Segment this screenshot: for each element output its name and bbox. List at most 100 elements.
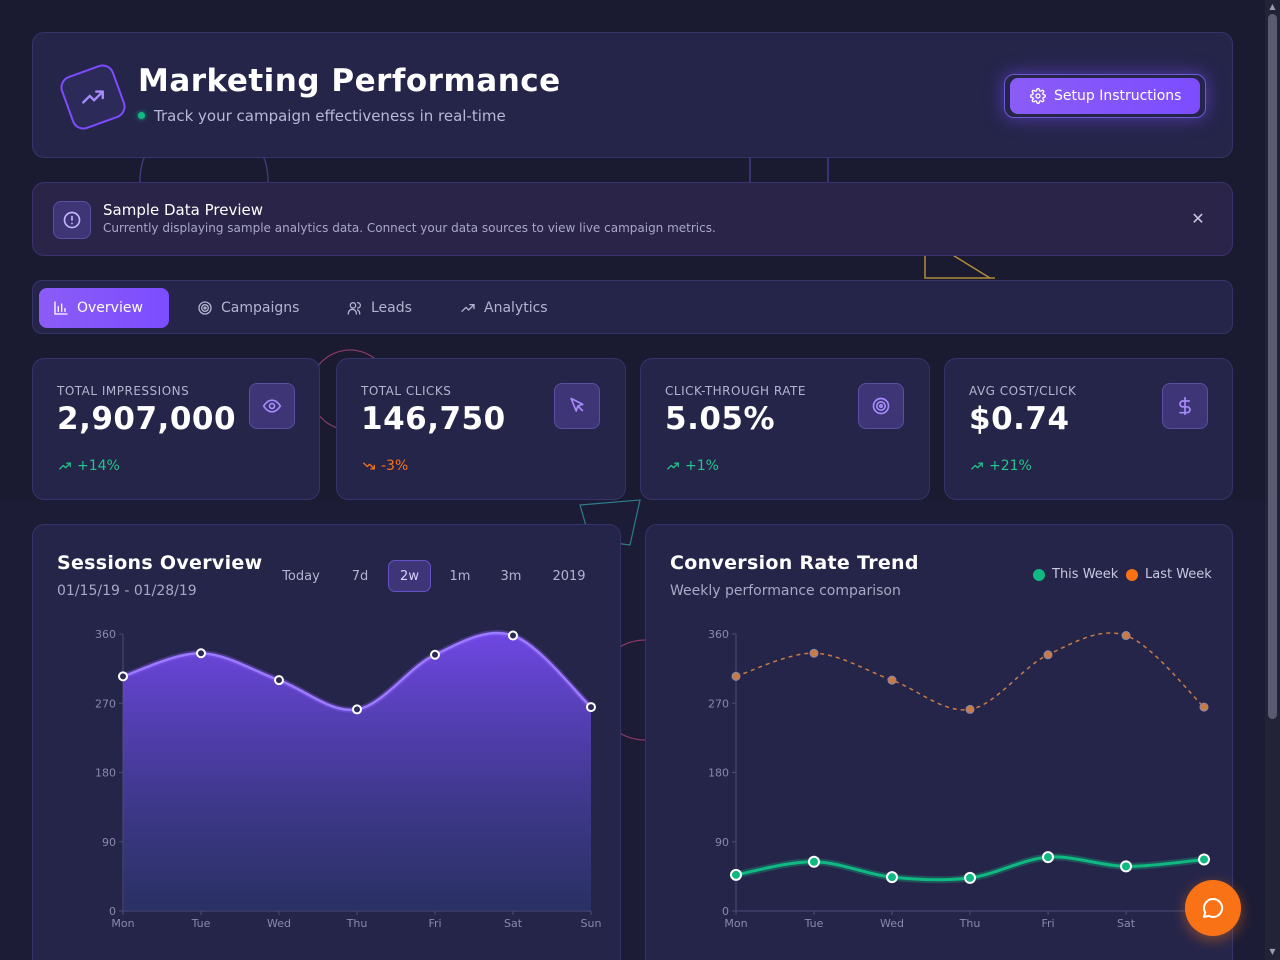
x-tick-label: Sun (581, 917, 602, 930)
y-tick-label: 0 (109, 905, 116, 918)
this-week-point (964, 871, 976, 884)
x-tick-label: Thu (346, 917, 368, 930)
stat-change: +21% (969, 458, 1032, 474)
users-icon (347, 302, 361, 315)
scrollbar-thumb[interactable] (1268, 14, 1277, 719)
tab-overview[interactable]: Overview (39, 288, 169, 328)
setup-instructions-label: Setup Instructions (1054, 88, 1182, 104)
x-tick-label: Mon (724, 917, 747, 930)
x-tick-label: Tue (804, 917, 824, 930)
setup-button-frame: Setup Instructions (1004, 74, 1206, 118)
this-week-point (886, 871, 898, 884)
eye-icon (249, 383, 295, 429)
header-card: Marketing Performance Track your campaig… (32, 32, 1233, 158)
target-icon (858, 383, 904, 429)
sessions-area (123, 633, 591, 911)
stat-change: +1% (665, 458, 719, 474)
live-status-dot (138, 112, 145, 119)
tab-analytics-label: Analytics (484, 300, 548, 316)
x-tick-label: Mon (111, 917, 134, 930)
last-week-point (887, 675, 897, 685)
target-icon (198, 301, 212, 315)
stat-card-cost-per-click: AVG COST/CLICK $0.74 +21% (944, 358, 1233, 500)
logo-icon (57, 61, 129, 133)
stat-value: 2,907,000 (57, 401, 237, 437)
tab-campaigns[interactable]: Campaigns (183, 288, 313, 328)
this-week-point (1042, 851, 1054, 864)
legend-label: Last Week (1145, 567, 1212, 582)
stat-change: -3% (361, 458, 408, 474)
last-week-point (965, 704, 975, 714)
sessions-point (118, 671, 128, 682)
page-subtitle: Track your campaign effectiveness in rea… (154, 107, 506, 125)
stat-card-impressions: TOTAL IMPRESSIONS 2,907,000 +14% (32, 358, 320, 500)
legend-label: This Week (1052, 567, 1119, 582)
range-7d[interactable]: 7d (351, 568, 369, 584)
tab-leads[interactable]: Leads (333, 288, 426, 328)
scroll-down-arrow[interactable]: ▼ (1269, 947, 1276, 956)
close-icon[interactable]: ✕ (1191, 209, 1205, 228)
range-3m[interactable]: 3m (500, 568, 522, 584)
stat-label: TOTAL CLICKS (361, 384, 452, 398)
cursor-icon (554, 383, 600, 429)
y-tick-label: 360 (95, 628, 116, 641)
stat-card-clicks: TOTAL CLICKS 146,750 -3% (336, 358, 626, 500)
last-week-point (809, 648, 819, 658)
chat-button[interactable] (1185, 880, 1241, 936)
sessions-point (352, 704, 362, 715)
sessions-point (274, 675, 284, 686)
gear-icon (1030, 88, 1046, 104)
banner-title: Sample Data Preview (103, 201, 263, 219)
y-tick-label: 90 (715, 836, 729, 849)
range-2019[interactable]: 2019 (552, 568, 586, 584)
sessions-point (586, 702, 596, 713)
page-title: Marketing Performance (138, 63, 561, 99)
x-tick-label: Fri (1041, 917, 1054, 930)
sessions-title: Sessions Overview (57, 552, 263, 574)
stat-label: AVG COST/CLICK (969, 384, 1077, 398)
sample-data-banner: Sample Data Preview Currently displaying… (32, 182, 1233, 256)
setup-instructions-button[interactable]: Setup Instructions (1010, 78, 1200, 114)
last-week-point (731, 671, 741, 681)
stat-value: $0.74 (969, 401, 1070, 437)
range-1m[interactable]: 1m (449, 568, 471, 584)
stat-change-value: +1% (685, 458, 719, 474)
y-tick-label: 90 (102, 836, 116, 849)
tab-leads-label: Leads (371, 300, 412, 316)
x-tick-label: Sat (504, 917, 523, 930)
range-2w[interactable]: 2w (388, 560, 431, 592)
stat-card-ctr: CLICK-THROUGH RATE 5.05% +1% (640, 358, 930, 500)
y-tick-label: 270 (95, 697, 116, 710)
y-tick-label: 0 (722, 905, 729, 918)
this-week-point (1120, 860, 1132, 873)
stat-label: TOTAL IMPRESSIONS (57, 384, 190, 398)
stat-label: CLICK-THROUGH RATE (665, 384, 806, 398)
scroll-up-arrow[interactable]: ▲ (1269, 2, 1276, 11)
legend-dot (1126, 568, 1138, 581)
y-tick-label: 270 (708, 697, 729, 710)
x-tick-label: Sat (1117, 917, 1136, 930)
this-week-point (730, 868, 742, 881)
trending-up-icon (667, 462, 679, 470)
stat-value: 146,750 (361, 401, 506, 437)
sessions-chart: 0 90 180 270 360 Mon Tue Wed Thu Fri Sat Sun (95, 628, 602, 930)
alert-circle-icon (53, 201, 91, 239)
page-scrollbar[interactable]: ▲ ▼ (1265, 0, 1280, 960)
conversion-trend-card: Conversion Rate Trend Weekly performance… (645, 524, 1233, 960)
trending-down-icon (363, 462, 375, 470)
range-today[interactable]: Today (282, 568, 320, 584)
last-week-point (1199, 702, 1209, 712)
this-week-point (808, 855, 820, 868)
trending-up-icon (461, 304, 475, 312)
trending-up-icon (971, 462, 983, 470)
sessions-date-range: 01/15/19 - 01/28/19 (57, 583, 197, 599)
bar-chart-icon (54, 301, 68, 315)
stat-value: 5.05% (665, 401, 776, 437)
legend-this-week: This Week (1033, 567, 1118, 582)
tab-analytics[interactable]: Analytics (446, 288, 562, 328)
y-tick-label: 360 (708, 628, 729, 641)
stat-change: +14% (57, 458, 120, 474)
sessions-point (508, 630, 518, 641)
x-tick-label: Wed (880, 917, 904, 930)
